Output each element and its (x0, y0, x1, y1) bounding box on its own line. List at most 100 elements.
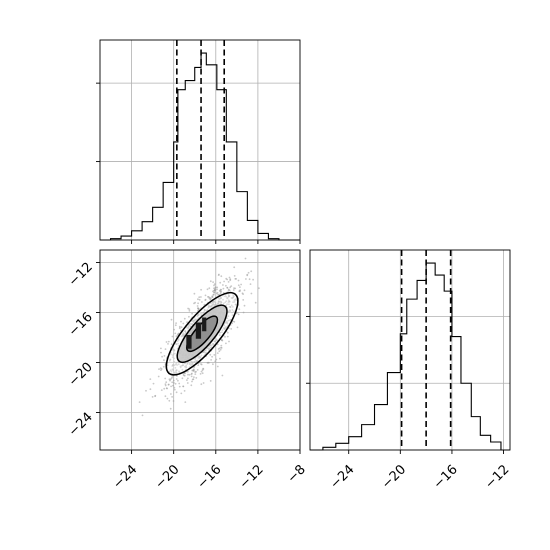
sample-point (175, 378, 178, 380)
sample-point (224, 327, 227, 330)
sample-point (170, 385, 173, 388)
sample-point (228, 276, 231, 279)
sample-point (225, 320, 228, 323)
sample-point (234, 298, 237, 301)
sample-point (212, 281, 215, 283)
sample-point (216, 343, 219, 346)
sample-point (170, 393, 172, 395)
sample-point (197, 302, 200, 305)
sample-point (186, 370, 189, 373)
x-tick-label: −24 (110, 462, 140, 492)
sample-point (225, 296, 228, 298)
sample-point (232, 310, 235, 313)
sample-point (175, 361, 178, 364)
sample-point (167, 340, 170, 343)
sample-point (205, 309, 208, 312)
sample-point (177, 342, 180, 345)
sample-point (223, 280, 226, 283)
sample-point (177, 363, 180, 366)
sample-point (187, 326, 190, 329)
sample-point (145, 389, 147, 392)
sample-point (173, 357, 176, 360)
sample-point (171, 376, 174, 378)
sample-point (186, 327, 189, 329)
sample-point (188, 373, 191, 376)
sample-point (254, 301, 257, 304)
sample-point (181, 368, 184, 371)
sample-point (164, 348, 167, 350)
sample-point (223, 327, 226, 330)
sample-point (177, 339, 180, 341)
density-core-cell (195, 322, 202, 339)
sample-point (174, 332, 177, 335)
sample-point (200, 363, 203, 366)
joint-density-panel: −24 −20 −16 −12 −8 −24 −20 −16 −12 (66, 249, 309, 492)
sample-point (168, 378, 171, 381)
sample-point (171, 396, 174, 398)
sample-point (243, 289, 246, 292)
sample-point (182, 322, 185, 325)
sample-point (209, 280, 212, 283)
sample-point (211, 304, 214, 307)
sample-point (188, 309, 191, 312)
sample-point (154, 395, 157, 398)
sample-point (194, 301, 197, 304)
sample-point (191, 363, 194, 366)
sample-point (190, 364, 192, 367)
sample-point (187, 328, 190, 330)
sample-point (218, 347, 221, 350)
sample-point (164, 384, 167, 387)
sample-point (173, 364, 176, 367)
sample-point (173, 386, 176, 389)
sample-point (171, 356, 174, 359)
sample-point (220, 344, 223, 347)
histogram-outline (310, 262, 510, 451)
top-histogram-panel (96, 39, 301, 244)
sample-point (152, 382, 155, 385)
sample-point (214, 337, 217, 340)
sample-point (181, 335, 184, 337)
sample-point (214, 289, 217, 292)
sample-point (178, 370, 180, 373)
sample-point (230, 285, 233, 287)
sample-point (173, 349, 176, 352)
sample-point (235, 278, 238, 280)
sample-point (188, 324, 191, 327)
sample-point (220, 275, 223, 278)
sample-point (197, 364, 200, 366)
density-core-cell (202, 317, 207, 332)
sample-point (189, 323, 192, 325)
sample-point (233, 266, 236, 269)
sample-point (190, 375, 193, 378)
sample-point (200, 370, 203, 373)
sample-point (198, 296, 201, 299)
sample-point (193, 319, 196, 322)
sample-point (193, 360, 195, 363)
sample-point (193, 376, 195, 378)
sample-point (197, 307, 200, 310)
sample-point (228, 305, 231, 308)
sample-point (208, 361, 210, 364)
sample-point (189, 362, 191, 365)
sample-point (227, 301, 230, 303)
sample-point (163, 387, 166, 390)
sample-point (229, 309, 231, 312)
sample-point (172, 384, 174, 387)
y-tick-label: −20 (66, 360, 96, 390)
sample-point (208, 297, 211, 299)
sample-point (191, 372, 193, 375)
sample-point (209, 353, 212, 356)
sample-point (226, 286, 229, 289)
sample-point (215, 358, 218, 361)
sample-point (220, 346, 222, 349)
sample-point (220, 288, 223, 291)
sample-point (191, 312, 194, 315)
sample-point (213, 283, 216, 285)
sample-point (238, 308, 241, 311)
panel-frame (99, 249, 301, 451)
sample-point (232, 301, 235, 303)
sample-point (184, 372, 187, 375)
sample-point (239, 289, 242, 292)
sample-point (202, 382, 205, 384)
sample-point (242, 293, 245, 295)
